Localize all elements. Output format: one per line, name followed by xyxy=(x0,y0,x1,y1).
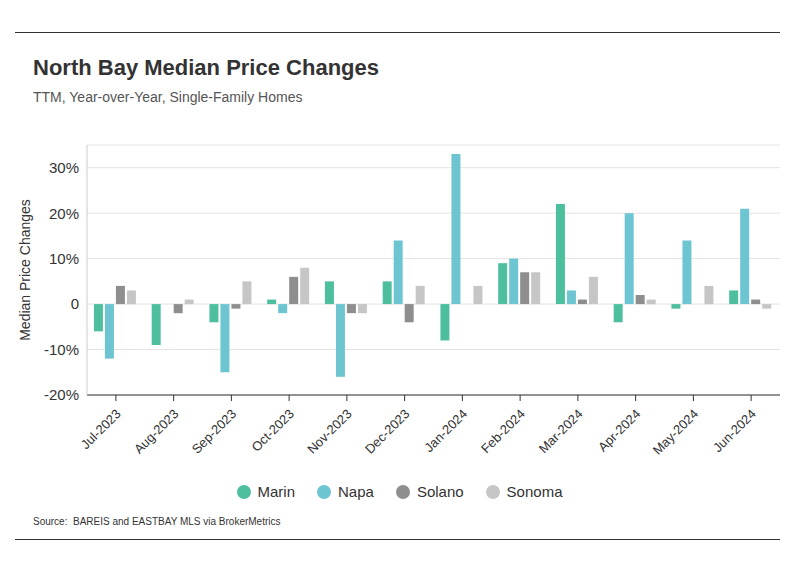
svg-text:Dec-2023: Dec-2023 xyxy=(362,406,412,456)
svg-text:Apr-2024: Apr-2024 xyxy=(595,406,643,454)
svg-text:-20%: -20% xyxy=(44,386,79,403)
svg-text:Jul-2023: Jul-2023 xyxy=(78,406,124,452)
svg-text:Sep-2023: Sep-2023 xyxy=(189,406,239,456)
html-text:Napa: Napa xyxy=(338,483,374,500)
html-text:North Bay Median Price Changes: North Bay Median Price Changes xyxy=(33,55,379,80)
svg-text:May-2024: May-2024 xyxy=(650,406,701,457)
svg-text:30%: 30% xyxy=(49,159,79,176)
svg-text:Mar-2024: Mar-2024 xyxy=(536,406,586,456)
html-text:TTM, Year-over-Year, Single-Fa: TTM, Year-over-Year, Single-Family Homes xyxy=(33,89,303,105)
svg-text:Median Price Changes: Median Price Changes xyxy=(17,199,33,341)
svg-text:Aug-2023: Aug-2023 xyxy=(131,406,181,456)
svg-text:20%: 20% xyxy=(49,205,79,222)
svg-text:Oct-2023: Oct-2023 xyxy=(248,406,296,454)
svg-text:Jan-2024: Jan-2024 xyxy=(421,406,470,455)
svg-text:Nov-2023: Nov-2023 xyxy=(304,406,354,456)
svg-text:Feb-2024: Feb-2024 xyxy=(478,406,528,456)
html-text:Marin: Marin xyxy=(257,483,295,500)
svg-text:Jun-2024: Jun-2024 xyxy=(710,406,759,455)
html-text:Sonoma: Sonoma xyxy=(506,483,563,500)
svg-text:-10%: -10% xyxy=(44,341,79,358)
svg-text:0: 0 xyxy=(71,295,79,312)
svg-text:10%: 10% xyxy=(49,250,79,267)
html-text:Solano: Solano xyxy=(416,483,464,500)
html-text:Source: BAREIS and EASTBAY MLS: Source: BAREIS and EASTBAY MLS via Broke… xyxy=(33,516,281,527)
